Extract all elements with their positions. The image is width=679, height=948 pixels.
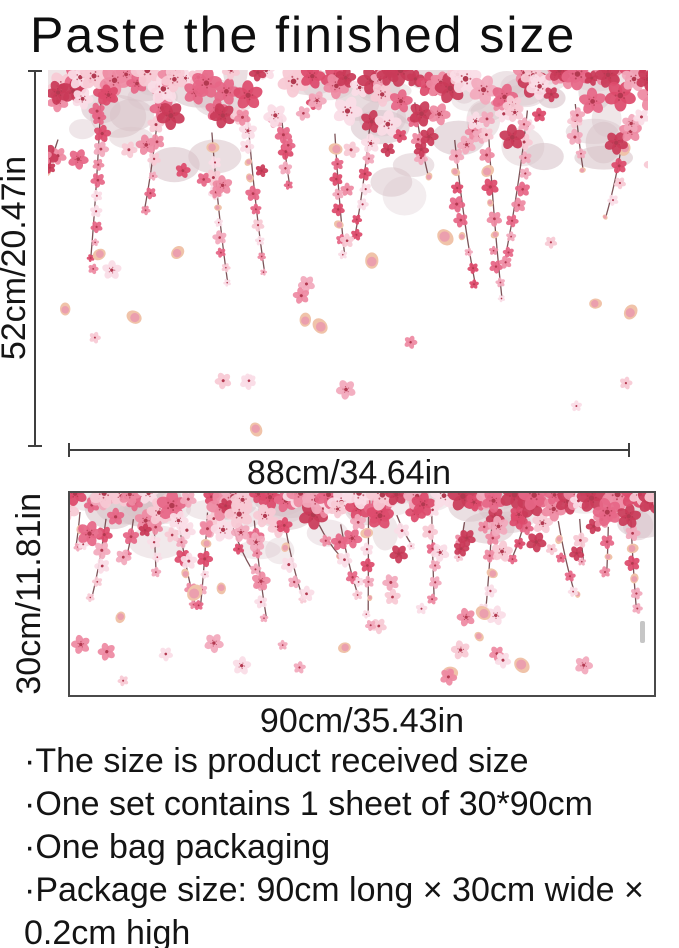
height-dimension-line [28,70,42,447]
note-line: ·The size is product received size [24,742,529,780]
finished-height-dimension: 52cm/20.47in [0,70,34,447]
blossom-sheet-art [70,493,654,687]
sheet-height-label: 30cm/11.81in [9,493,48,695]
finished-size-image [48,70,648,448]
product-sheet-image [68,491,656,697]
finished-width-label: 88cm/34.64in [246,454,452,492]
finished-height-label: 52cm/20.47in [0,156,33,361]
page-title: Paste the finished size [30,7,577,63]
sheet-width-label: 90cm/35.43in [259,702,465,740]
note-line: ·One bag packaging [24,828,331,866]
sheet-height-dimension: 30cm/11.81in [9,491,49,697]
registration-mark [640,621,645,643]
product-notes: ·The size is product received size ·One … [0,740,679,948]
note-line: ·One set contains 1 sheet of 30*90cm [24,785,593,823]
width-dimension-line [68,443,630,457]
blossom-garland-art [48,70,648,437]
note-line: ·Package size: 90cm long × 30cm wide × 0… [24,871,644,948]
